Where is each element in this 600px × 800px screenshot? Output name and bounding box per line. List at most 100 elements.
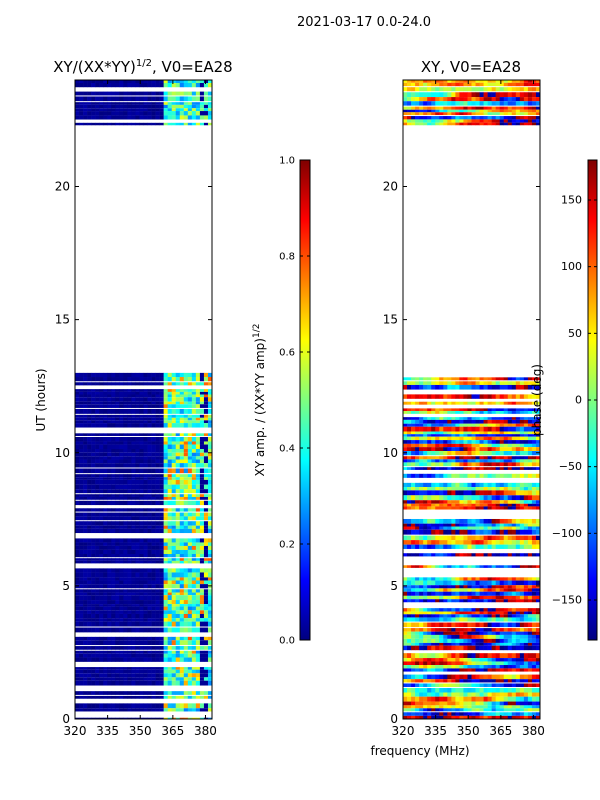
heatmap-cell: [443, 544, 448, 549]
heatmap-cell: [115, 669, 120, 674]
heatmap-cell: [163, 691, 168, 695]
heatmap-cell: [475, 459, 480, 463]
heatmap-cell: [95, 111, 100, 116]
heatmap-cell: [435, 611, 440, 615]
heatmap-cell: [191, 528, 197, 534]
heatmap-cell: [115, 474, 120, 478]
heatmap-cell: [431, 526, 436, 530]
heatmap-cell: [83, 115, 88, 120]
heatmap-cell: [435, 423, 440, 427]
heatmap-cell: [151, 484, 156, 490]
heatmap-cell: [463, 503, 468, 507]
heatmap-cell: [451, 500, 456, 504]
heatmap-cell: [463, 417, 468, 420]
heatmap-cell: [143, 600, 148, 605]
heatmap-cell: [167, 600, 173, 605]
heatmap-cell: [79, 695, 84, 699]
heatmap-cell: [527, 411, 533, 414]
heatmap-cell: [187, 468, 193, 474]
heatmap-cell: [419, 503, 424, 507]
heatmap-cell: [75, 606, 80, 611]
heatmap-cell: [79, 441, 84, 445]
heatmap-cell: [99, 496, 104, 500]
heatmap-cell: [171, 420, 177, 424]
heatmap-cell: [163, 96, 168, 102]
heatmap-cell: [499, 599, 505, 603]
heatmap-cell: [523, 419, 529, 424]
heatmap-cell: [159, 463, 164, 468]
heatmap-cell: [151, 695, 156, 699]
heatmap-cell: [187, 717, 193, 719]
heatmap-cell: [127, 545, 132, 550]
heatmap-cell: [91, 613, 96, 619]
heatmap-cell: [95, 650, 100, 654]
colorbar-tick-label: 1.0: [279, 156, 295, 167]
heatmap-cell: [203, 572, 209, 578]
heatmap-cell: [535, 599, 541, 603]
heatmap-cell: [527, 553, 533, 557]
heatmap-cell: [523, 544, 529, 549]
heatmap-cell: [403, 518, 408, 524]
heatmap-cell: [183, 528, 189, 534]
heatmap-cell: [127, 394, 132, 398]
heatmap-cell: [503, 467, 509, 470]
heatmap-cell: [175, 621, 181, 627]
heatmap-cell: [519, 426, 525, 432]
heatmap-cell: [87, 508, 92, 512]
heatmap-cell: [523, 608, 529, 612]
heatmap-row: [75, 436, 213, 442]
heatmap-cell: [147, 580, 152, 585]
heatmap-cell: [203, 394, 209, 398]
heatmap-cell: [147, 650, 152, 654]
heatmap-cell: [519, 523, 525, 527]
heatmap-cell: [475, 482, 480, 488]
heatmap-cell: [471, 462, 476, 467]
heatmap-cell: [423, 518, 428, 524]
heatmap-cell: [207, 477, 213, 480]
heatmap-cell: [535, 443, 541, 448]
heatmap-cell: [163, 115, 168, 120]
heatmap-cell: [535, 608, 541, 612]
heatmap-cell: [495, 490, 501, 496]
heatmap-cell: [115, 621, 120, 627]
heatmap-cell: [87, 667, 92, 670]
heatmap-cell: [199, 621, 205, 627]
heatmap-cell: [167, 494, 173, 497]
heatmap-cell: [491, 423, 496, 427]
heatmap-cell: [139, 452, 144, 457]
heatmap-cell: [495, 518, 501, 524]
heatmap-cell: [179, 468, 185, 474]
heatmap-cell: [455, 462, 460, 467]
heatmap-cell: [191, 389, 197, 392]
heatmap-cell: [423, 473, 428, 478]
heatmap-cell: [207, 516, 213, 521]
heatmap-cell: [179, 613, 185, 619]
heatmap-cell: [91, 494, 96, 497]
heatmap-cell: [463, 518, 468, 524]
heatmap-cell: [107, 572, 112, 578]
heatmap-cell: [403, 577, 408, 581]
heatmap-cell: [171, 521, 177, 526]
heatmap-cell: [119, 717, 124, 719]
heatmap-cell: [127, 560, 132, 564]
heatmap-cell: [155, 650, 160, 654]
heatmap-cell: [207, 468, 213, 474]
heatmap-cell: [79, 111, 84, 116]
heatmap-cell: [87, 646, 92, 650]
heatmap-cell: [527, 436, 533, 441]
heatmap-cell: [83, 377, 88, 382]
heatmap-cell: [147, 538, 152, 543]
heatmap-cell: [175, 463, 181, 468]
heatmap-cell: [135, 489, 140, 494]
heatmap-cell: [451, 577, 456, 581]
heatmap-cell: [139, 102, 144, 105]
heatmap-cell: [443, 500, 448, 504]
heatmap-cell: [191, 592, 197, 596]
heatmap-cell: [491, 529, 496, 535]
heatmap-cell: [107, 500, 112, 506]
heatmap-cell: [163, 521, 168, 526]
heatmap-cell: [523, 535, 529, 541]
heatmap-cell: [179, 436, 185, 442]
heatmap-cell: [407, 529, 412, 535]
heatmap-cell: [151, 408, 156, 414]
